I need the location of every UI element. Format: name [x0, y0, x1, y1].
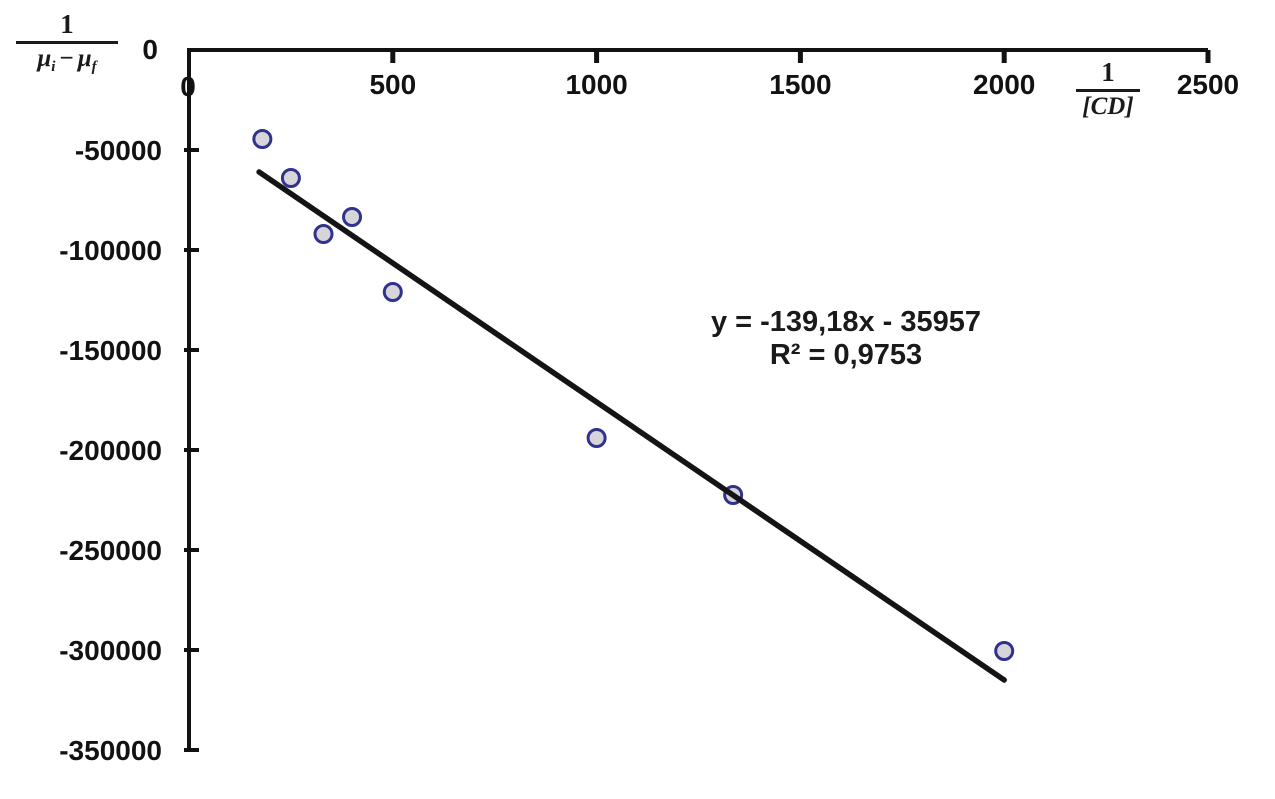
mu-f-symbol: μ — [77, 45, 92, 73]
data-point — [586, 428, 607, 448]
y-tick-label: -100000 — [59, 235, 162, 266]
y-axis-label-denominator: μi − μf — [37, 46, 96, 76]
trendline-annotation: y = -139,18x - 35957 R² = 0,9753 — [695, 306, 997, 373]
data-point — [280, 168, 301, 188]
mu-i-subscript: i — [51, 59, 56, 76]
x-axis-label-numerator: 1 — [1101, 57, 1115, 87]
data-point — [313, 224, 334, 244]
trendline-equation: y = -139,18x - 35957 — [710, 306, 982, 338]
y-axis-label-numerator: 1 — [60, 9, 74, 39]
y-tick-label: -50000 — [75, 135, 162, 166]
x-tick-label: 500 — [369, 69, 416, 100]
y-tick-label: -350000 — [59, 735, 162, 766]
data-point — [382, 282, 403, 302]
r-squared-value: R² = 0,9753 — [769, 339, 923, 372]
x-tick-label: 1000 — [565, 69, 627, 100]
y-tick-label: -200000 — [59, 435, 162, 466]
trendline — [256, 169, 1007, 683]
y-axis-fraction-bar — [16, 41, 118, 45]
x-tick-label: 2000 — [973, 69, 1035, 100]
y-axis-zero-label: 0 — [142, 34, 158, 65]
y-axis-label: 1 μi − μf — [16, 10, 118, 76]
x-axis-label-denominator: [CD] — [1082, 93, 1134, 121]
y-tick-label: -250000 — [59, 535, 162, 566]
y-tick-label: -150000 — [59, 335, 162, 366]
minus-sign: − — [59, 45, 74, 73]
y-tick-label: -300000 — [59, 635, 162, 666]
mu-i-symbol: μ — [37, 45, 52, 73]
x-tick-label: 1500 — [769, 69, 831, 100]
x-axis-fraction-bar — [1076, 89, 1140, 93]
data-point — [252, 129, 273, 149]
mu-f-subscript: f — [91, 59, 97, 76]
x-axis-zero-label: 0 — [180, 71, 196, 102]
data-point — [994, 641, 1015, 661]
x-axis-label: 1 [CD] — [1076, 58, 1140, 121]
x-tick-label: 2500 — [1177, 69, 1239, 100]
data-point — [342, 207, 363, 227]
